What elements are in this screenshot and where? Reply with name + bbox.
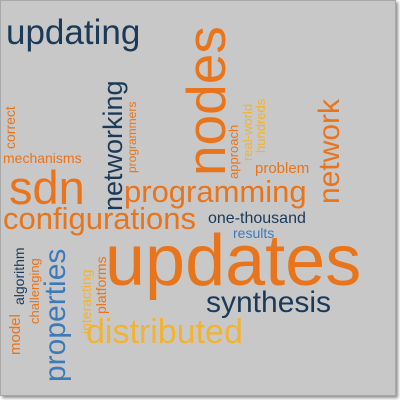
word-algorithm: algorithm [11,247,27,305]
word-hundreds: hundreds [253,98,268,153]
word-model: model [7,314,24,355]
word-programming: programming [124,174,307,209]
word-approach: approach [226,124,241,179]
word-results: results [233,225,275,241]
word-properties: properties [39,248,72,382]
word-configurations: configurations [3,201,197,236]
word-problem: problem [255,160,310,177]
word-correct: correct [2,106,18,149]
word-network: network [313,98,346,204]
word-mechanisms: mechanisms [3,150,82,166]
word-networking: networking [98,80,128,211]
word-sdn: sdn [9,161,85,214]
word-synthesis: synthesis [206,286,332,319]
word-platforms: platforms [93,256,109,314]
word-programmers: programmers [125,101,139,173]
word-distributed: distributed [86,313,243,351]
word-updates: updates [105,221,362,301]
word-updating: updating [6,13,141,52]
word-one-thousand: one-thousand [208,210,306,227]
